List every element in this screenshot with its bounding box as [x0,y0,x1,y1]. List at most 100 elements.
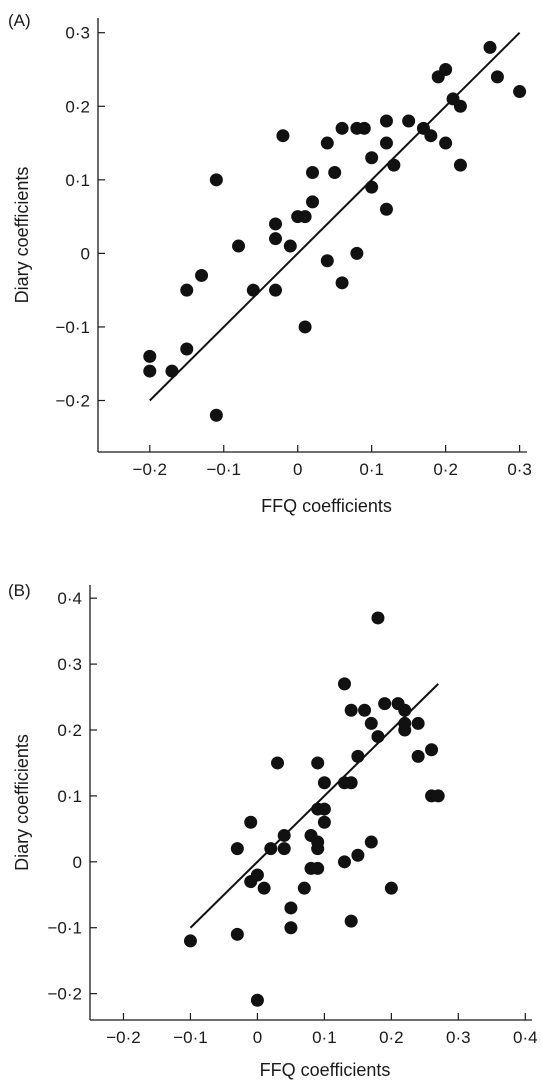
data-point [371,730,385,744]
data-point [453,99,467,113]
data-point [398,723,412,737]
data-point [365,180,379,194]
x-tick-label: 0 [293,460,302,479]
y-tick-label: 0·2 [65,97,90,116]
data-point [483,40,497,54]
x-tick-label: −0·2 [133,460,168,479]
x-tick-label: 0·2 [379,1028,404,1047]
data-point [317,776,331,790]
data-point [250,868,264,882]
data-point [264,842,278,856]
y-tick-label: 0 [73,853,82,872]
y-tick-label: 0·4 [57,589,82,608]
data-point [490,70,504,84]
data-point [284,901,298,915]
data-point [244,815,258,829]
y-tick-label: 0 [81,244,90,263]
data-point [371,611,385,625]
data-point [350,246,364,260]
x-tick-label: 0·3 [446,1028,471,1047]
data-point [335,121,349,135]
data-point [387,158,401,172]
panel-a: −0·2 −0·1 0 0·1 0·2 0·3 −0·2 −0·1 0 0·1 0·2 0·3 FFQ … [8,11,532,516]
data-point [378,697,392,711]
data-point [283,239,297,253]
regression-line [149,32,521,402]
x-tick-label: −0·1 [206,460,241,479]
data-point [357,121,371,135]
panel-b: −0·2 −0·1 0 0·1 0·2 0·3 0·4 −0·2 −0·1 0 0·1 0·2 0·3 0… [8,581,538,1080]
data-point [143,349,157,363]
data-point [424,129,438,143]
data-point [143,364,157,378]
y-axis-title: Diary coefficients [12,734,32,871]
data-point [411,749,425,763]
x-tick-label: 0·1 [312,1028,337,1047]
data-point [365,151,379,165]
y-tick-label: 0·1 [65,171,90,190]
data-point [183,934,197,948]
data-point [230,842,244,856]
data-point [411,716,425,730]
data-point [351,749,365,763]
y-tick-label: −0·2 [56,392,91,411]
panel-label: (B) [8,581,31,600]
data-point [209,173,223,187]
data-point [431,789,445,803]
x-tick-label: 0 [253,1028,262,1047]
data-point [379,202,393,216]
data-point [298,320,312,334]
data-point [328,165,342,179]
data-point [232,239,246,253]
x-tick-label: −0·1 [173,1028,208,1047]
data-point [284,921,298,935]
data-point [311,861,325,875]
data-point [379,114,393,128]
y-tick-label: 0·2 [57,721,82,740]
data-point [277,828,291,842]
data-point [180,283,194,297]
data-point [335,276,349,290]
x-tick-label: 0·4 [513,1028,538,1047]
data-point [276,129,290,143]
panel-label: (A) [8,11,31,30]
data-point [209,408,223,422]
data-point [344,914,358,928]
data-point [337,677,351,691]
data-point [344,776,358,790]
data-point [439,136,453,150]
data-point [257,881,271,895]
data-point [306,195,319,209]
data-point [364,835,378,849]
data-point [351,848,365,862]
data-point [297,881,311,895]
data-point [320,136,334,150]
data-point [195,268,209,282]
data-point [337,855,351,869]
x-tick-label: 0·3 [507,460,532,479]
x-tick-label: 0·2 [433,460,458,479]
x-axis-title: FFQ coefficients [260,1060,391,1080]
y-tick-label: 0·3 [57,655,82,674]
data-point [364,716,378,730]
data-point [379,136,393,150]
data-point [402,114,416,128]
data-point [298,210,312,224]
data-point [453,158,467,172]
data-point [271,756,285,770]
x-tick-label: −0·2 [106,1028,141,1047]
data-point [344,703,358,717]
data-point [277,842,291,856]
data-point [306,165,319,179]
y-axis-title: Diary coefficients [12,167,32,304]
y-tick-label: −0·2 [48,985,83,1004]
data-point [317,815,331,829]
x-tick-label: 0·1 [359,460,384,479]
data-point [269,283,283,297]
x-axis-title: FFQ coefficients [261,496,392,516]
data-point [317,802,331,816]
data-point [269,217,283,231]
data-point [513,85,527,99]
data-point [398,703,412,717]
